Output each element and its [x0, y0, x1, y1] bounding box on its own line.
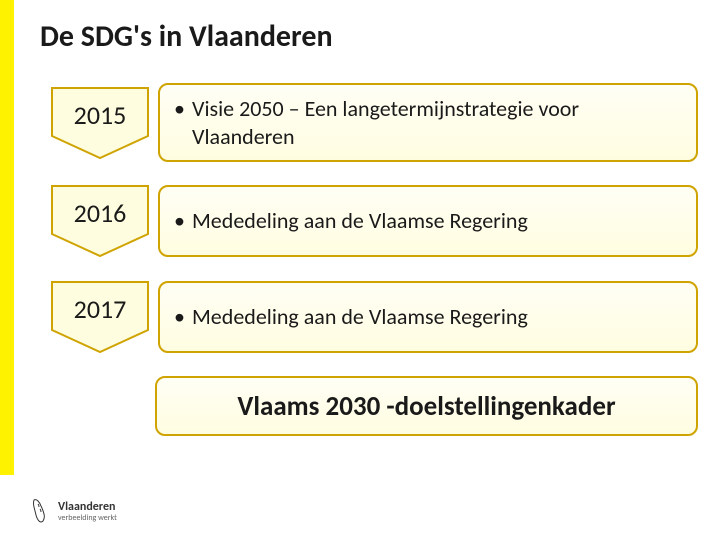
content-box: Mededeling aan de Vlaamse Regering	[158, 185, 698, 257]
content-box: Mededeling aan de Vlaamse Regering	[158, 281, 698, 353]
logo-text: Vlaanderen verbeelding werkt	[58, 501, 117, 522]
logo-main: Vlaanderen	[58, 501, 117, 513]
bullet-text: Mededeling aan de Vlaamse Regering	[174, 207, 528, 235]
timeline-row: 2015 Visie 2050 – Een langetermijnstrate…	[50, 83, 698, 162]
year-label: 2016	[50, 184, 150, 242]
timeline-row: 2016 Mededeling aan de Vlaamse Regering	[50, 184, 698, 258]
bullet-text: Mededeling aan de Vlaamse Regering	[174, 303, 528, 331]
year-chevron: 2017	[50, 280, 150, 354]
year-label: 2017	[50, 280, 150, 338]
lion-icon	[30, 498, 52, 524]
footer-text: Vlaams 2030 -doelstellingenkader	[237, 390, 615, 423]
footer-box: Vlaams 2030 -doelstellingenkader	[155, 376, 698, 436]
slide: De SDG's in Vlaanderen 2015 Visie 2050 –…	[0, 0, 720, 540]
content-box: Visie 2050 – Een langetermijnstrategie v…	[158, 83, 698, 162]
year-label: 2015	[50, 86, 150, 144]
page-title: De SDG's in Vlaanderen	[40, 18, 698, 55]
year-chevron: 2015	[50, 86, 150, 160]
accent-bar	[0, 0, 14, 475]
year-chevron: 2016	[50, 184, 150, 258]
bullet-text: Visie 2050 – Een langetermijnstrategie v…	[174, 95, 680, 150]
logo-sub: verbeelding werkt	[58, 514, 117, 522]
timeline-row: 2017 Mededeling aan de Vlaamse Regering	[50, 280, 698, 354]
logo: Vlaanderen verbeelding werkt	[30, 498, 117, 524]
